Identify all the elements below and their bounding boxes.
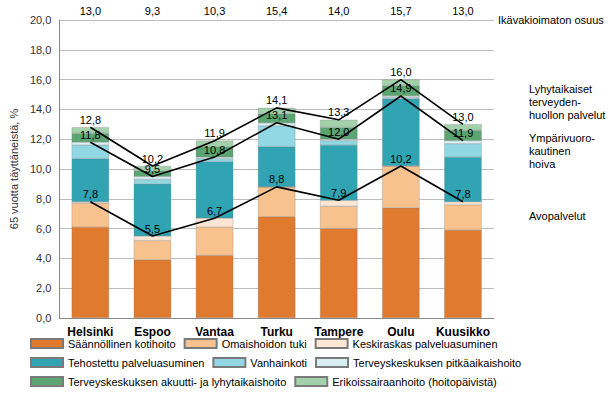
svg-text:10,2: 10,2	[390, 153, 411, 165]
svg-text:11,9: 11,9	[453, 127, 474, 139]
svg-text:12,8: 12,8	[80, 114, 101, 126]
svg-text:0,0: 0,0	[36, 312, 51, 324]
svg-text:5,5: 5,5	[145, 223, 160, 235]
svg-text:Vantaa: Vantaa	[195, 325, 234, 339]
svg-text:Tehostettu palveluasuminen: Tehostettu palveluasuminen	[68, 357, 204, 369]
svg-text:Lyhytaikaiset: Lyhytaikaiset	[529, 83, 592, 95]
svg-text:14,1: 14,1	[266, 94, 287, 106]
svg-text:Avopalvelut: Avopalvelut	[529, 210, 586, 222]
svg-text:14,0: 14,0	[328, 5, 349, 17]
svg-text:terveyden-: terveyden-	[529, 96, 581, 108]
svg-text:12,0: 12,0	[328, 126, 349, 138]
svg-text:7,9: 7,9	[331, 187, 346, 199]
svg-text:9,5: 9,5	[145, 163, 160, 175]
svg-text:7,8: 7,8	[455, 188, 470, 200]
svg-text:15,7: 15,7	[390, 5, 411, 17]
svg-text:Terveyskeskuksen akuutti- ja l: Terveyskeskuksen akuutti- ja lyhytaikais…	[68, 376, 286, 388]
svg-text:Omaishoidon tuki: Omaishoidon tuki	[222, 338, 307, 350]
svg-text:6,0: 6,0	[36, 223, 51, 235]
svg-text:13,1: 13,1	[266, 109, 287, 121]
svg-text:Ympärivuoro-: Ympärivuoro-	[529, 132, 595, 144]
svg-text:Keskiraskas palveluasuminen: Keskiraskas palveluasuminen	[353, 338, 498, 350]
svg-text:Turku: Turku	[260, 325, 293, 339]
svg-text:16,0: 16,0	[30, 74, 51, 86]
svg-text:10,3: 10,3	[204, 5, 225, 17]
svg-text:10,0: 10,0	[30, 163, 51, 175]
svg-text:huollon palvelut: huollon palvelut	[529, 109, 605, 121]
svg-text:8,0: 8,0	[36, 193, 51, 205]
svg-text:20,0: 20,0	[30, 14, 51, 26]
svg-text:hoiva: hoiva	[529, 158, 556, 170]
svg-text:15,4: 15,4	[266, 5, 287, 17]
svg-text:8,8: 8,8	[269, 173, 284, 185]
svg-text:9,3: 9,3	[145, 5, 160, 17]
svg-text:14,9: 14,9	[390, 82, 411, 94]
svg-text:Helsinki: Helsinki	[67, 325, 114, 339]
svg-text:13,0: 13,0	[80, 5, 101, 17]
svg-text:Vanhainkoti: Vanhainkoti	[250, 357, 307, 369]
svg-text:7,8: 7,8	[83, 188, 98, 200]
svg-text:Espoo: Espoo	[134, 325, 171, 339]
svg-text:6,7: 6,7	[207, 205, 222, 217]
svg-text:11,9: 11,9	[204, 127, 225, 139]
svg-text:13,3: 13,3	[328, 106, 349, 118]
svg-text:2,0: 2,0	[36, 282, 51, 294]
svg-text:Ikävakioimaton osuus: Ikävakioimaton osuus	[498, 14, 604, 26]
svg-text:14,0: 14,0	[30, 103, 51, 115]
svg-text:Säännöllinen kotihoito: Säännöllinen kotihoito	[68, 338, 176, 350]
svg-text:10,8: 10,8	[204, 144, 225, 156]
svg-text:65 vuotta täyttäneistä, %: 65 vuotta täyttäneistä, %	[8, 109, 20, 230]
svg-text:Erikoissairaanhoito (hoitopäiv: Erikoissairaanhoito (hoitopäivistä)	[332, 376, 496, 388]
svg-text:Tampere: Tampere	[314, 325, 364, 339]
svg-text:Kuusikko: Kuusikko	[435, 325, 490, 339]
svg-text:18,0: 18,0	[30, 44, 51, 56]
svg-text:13,0: 13,0	[452, 5, 473, 17]
svg-text:16,0: 16,0	[390, 66, 411, 78]
svg-text:Oulu: Oulu	[387, 325, 415, 339]
svg-text:10,2: 10,2	[142, 153, 163, 165]
svg-text:13,0: 13,0	[452, 111, 473, 123]
svg-text:4,0: 4,0	[36, 252, 51, 264]
svg-text:kautinen: kautinen	[529, 145, 571, 157]
svg-text:11,8: 11,8	[80, 129, 101, 141]
svg-text:12,0: 12,0	[30, 133, 51, 145]
svg-text:Terveyskeskuksen pitkäaikaisho: Terveyskeskuksen pitkäaikaishoito	[353, 357, 521, 369]
